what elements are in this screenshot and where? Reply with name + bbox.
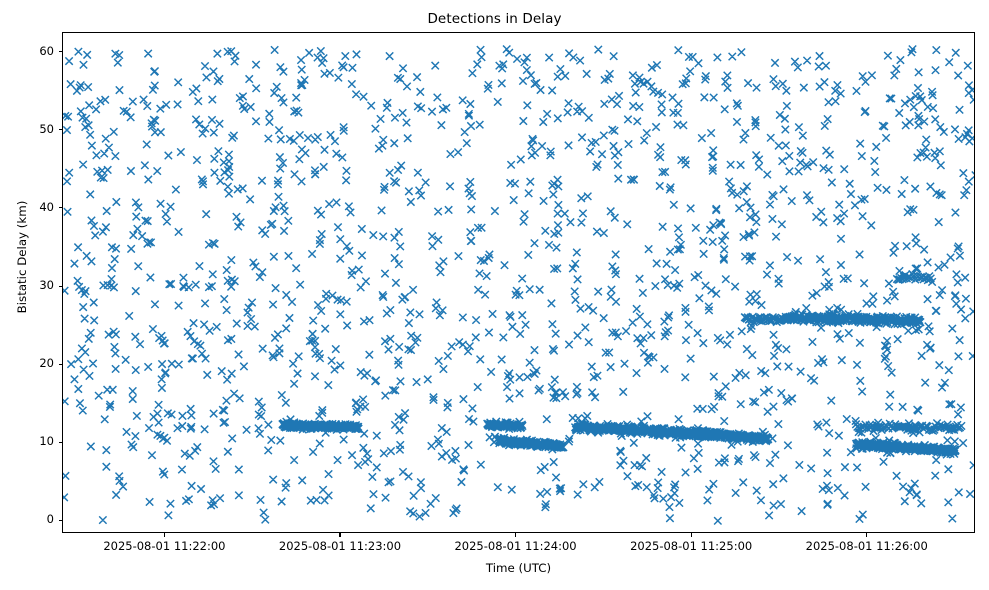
- x-tick-mark: [515, 533, 517, 537]
- chart-title: Detections in Delay: [427, 11, 562, 27]
- x-tick-label: 2025-08-01 11:22:00: [103, 539, 226, 553]
- x-tick-label: 2025-08-01 11:23:00: [278, 539, 402, 553]
- plot-area: [62, 32, 975, 533]
- y-tick-label: 0: [46, 512, 54, 527]
- x-tick-label: 2025-08-01 11:24:00: [454, 539, 577, 553]
- x-tick-label: 2025-08-01 11:26:00: [805, 539, 928, 553]
- scatter-markers: [63, 44, 974, 526]
- y-tick-mark: [58, 207, 62, 209]
- y-tick-mark: [58, 129, 62, 131]
- x-tick-mark: [690, 533, 692, 537]
- x-tick-mark: [339, 533, 341, 537]
- y-tick-mark: [58, 51, 62, 53]
- y-tick-mark: [58, 519, 62, 522]
- y-tick-label: 10: [39, 434, 54, 449]
- y-tick-mark: [58, 441, 62, 443]
- y-tick-label: 40: [39, 199, 54, 214]
- y-tick-label: 20: [39, 356, 54, 371]
- y-tick-label: 30: [39, 278, 54, 293]
- y-tick-label: 60: [39, 43, 54, 58]
- y-tick-mark: [58, 285, 62, 287]
- y-axis-label-wrapper: Bistatic Delay (km): [0, 0, 29, 590]
- x-axis-label: Time (UTC): [485, 561, 552, 575]
- y-axis-label: Bistatic Delay (km): [15, 200, 29, 314]
- y-tick-label: 50: [39, 121, 54, 136]
- x-tick-mark: [163, 533, 165, 537]
- scatter-layer: [63, 44, 974, 526]
- y-tick-mark: [58, 363, 62, 365]
- x-tick-label: 2025-08-01 11:25:00: [630, 539, 753, 553]
- x-tick-mark: [866, 533, 868, 537]
